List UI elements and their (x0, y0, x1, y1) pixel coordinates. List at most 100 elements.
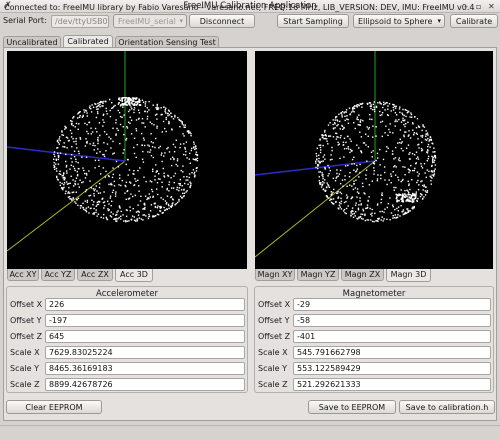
start-sampling-button[interactable]: Start Sampling (277, 14, 349, 28)
sample-point (103, 204, 106, 207)
sample-point (55, 163, 57, 165)
save-eeprom-button[interactable]: Save to EEPROM (308, 400, 396, 414)
sample-point (160, 205, 162, 208)
sample-point (136, 220, 139, 222)
sample-point (157, 205, 159, 207)
close-icon[interactable]: ✕ (488, 2, 495, 11)
tab-calibrated[interactable]: Calibrated (63, 35, 113, 48)
sample-point (176, 165, 179, 167)
tab-magn-xy[interactable]: Magn XY (255, 269, 295, 281)
sample-point (414, 196, 417, 199)
sample-point (373, 163, 376, 165)
sample-point (367, 128, 370, 130)
sample-point (142, 208, 144, 210)
disconnect-button[interactable]: Disconnect (189, 14, 255, 28)
magn-3d-view[interactable] (255, 51, 493, 269)
acc-offset-z-field[interactable]: 645 (45, 330, 245, 343)
sample-point (401, 141, 403, 143)
magn-scale-y-field[interactable]: 553.122589429 (293, 362, 491, 375)
sample-point (414, 193, 416, 195)
sample-point (367, 199, 369, 202)
sample-point (81, 181, 83, 184)
sample-point (340, 192, 343, 195)
tab-uncalibrated[interactable]: Uncalibrated (3, 36, 61, 48)
sample-point (362, 218, 364, 220)
sample-point (110, 147, 112, 149)
sample-point (115, 220, 117, 222)
acc-offset-x-field[interactable]: 226 (45, 298, 245, 311)
sample-point (368, 184, 371, 186)
tab-orientation-test[interactable]: Orientation Sensing Test (115, 36, 219, 48)
sample-point (144, 206, 146, 209)
sample-point (357, 207, 360, 209)
sample-point (187, 131, 190, 133)
sample-point (317, 165, 319, 167)
sample-point (409, 151, 411, 154)
save-calibration-h-button[interactable]: Save to calibration.h (399, 400, 495, 414)
sample-point (339, 206, 341, 208)
acc-offset-x-label: Offset X (10, 300, 43, 309)
acc-3d-view[interactable] (7, 51, 247, 269)
acc-scale-x-field[interactable]: 7629.83025224 (45, 346, 245, 359)
sample-point (92, 213, 94, 215)
acc-scale-y-field[interactable]: 8465.36169183 (45, 362, 245, 375)
sample-point (392, 109, 395, 111)
sample-point (397, 142, 399, 144)
calibrate-button[interactable]: Calibrate (450, 14, 498, 28)
sample-point (142, 137, 145, 139)
magn-scale-z-field[interactable]: 521.292621333 (293, 378, 491, 391)
sample-point (78, 123, 80, 125)
sample-point (154, 175, 156, 177)
sample-point (387, 202, 390, 205)
sample-point (57, 154, 59, 157)
sample-point (350, 111, 353, 113)
tab-magn-3d[interactable]: Magn 3D (386, 269, 431, 282)
sample-point (133, 137, 136, 139)
sample-point (424, 190, 426, 192)
sample-point (407, 110, 409, 112)
magn-scale-x-field[interactable]: 545.791662798 (293, 346, 491, 359)
sample-point (134, 194, 136, 197)
sample-point (128, 169, 131, 171)
sample-point (364, 193, 366, 195)
sample-point (340, 135, 342, 137)
sample-point (67, 196, 70, 198)
sample-point (111, 183, 113, 186)
tab-acc-yz[interactable]: Acc YZ (41, 269, 75, 281)
magn-offset-y-field[interactable]: -58 (293, 314, 491, 327)
sample-point (404, 109, 406, 111)
app-icon[interactable]: ✗ (4, 1, 12, 11)
sample-point (345, 200, 347, 203)
sample-point (429, 146, 431, 148)
clear-eeprom-button[interactable]: Clear EEPROM (6, 400, 102, 414)
sample-point (162, 167, 164, 170)
acc-scale-z-field[interactable]: 8899.42678726 (45, 378, 245, 391)
sample-point (166, 187, 168, 190)
tab-acc-3d[interactable]: Acc 3D (115, 269, 153, 282)
sample-point (402, 210, 404, 213)
sample-point (150, 141, 153, 143)
maximize-icon[interactable]: ▫ (476, 2, 482, 11)
fit-method-select[interactable]: Ellipsoid to Sphere ▾ (353, 14, 445, 28)
sample-point (63, 182, 66, 184)
sample-point (105, 150, 107, 152)
tab-acc-xy[interactable]: Acc XY (7, 269, 39, 281)
sample-point (348, 107, 351, 109)
minimize-icon[interactable]: – (464, 2, 468, 11)
sample-point (111, 176, 114, 179)
magn-offset-x-field[interactable]: -29 (293, 298, 491, 311)
magn-offset-z-field[interactable]: -401 (293, 330, 491, 343)
acc-offset-y-field[interactable]: -197 (45, 314, 245, 327)
tab-magn-zx[interactable]: Magn ZX (341, 269, 384, 281)
sample-point (144, 110, 146, 112)
sample-point (84, 145, 87, 147)
device-select[interactable]: FreeIMU_serial ▾ (113, 14, 187, 28)
sample-point (103, 155, 106, 158)
sample-point (389, 131, 391, 133)
serial-port-input[interactable]: /dev/ttyUSB0 (51, 15, 109, 28)
sample-point (129, 181, 131, 183)
tab-magn-yz[interactable]: Magn YZ (297, 269, 339, 281)
sample-point (411, 198, 414, 201)
tab-acc-zx[interactable]: Acc ZX (77, 269, 113, 281)
sample-point (382, 158, 385, 161)
